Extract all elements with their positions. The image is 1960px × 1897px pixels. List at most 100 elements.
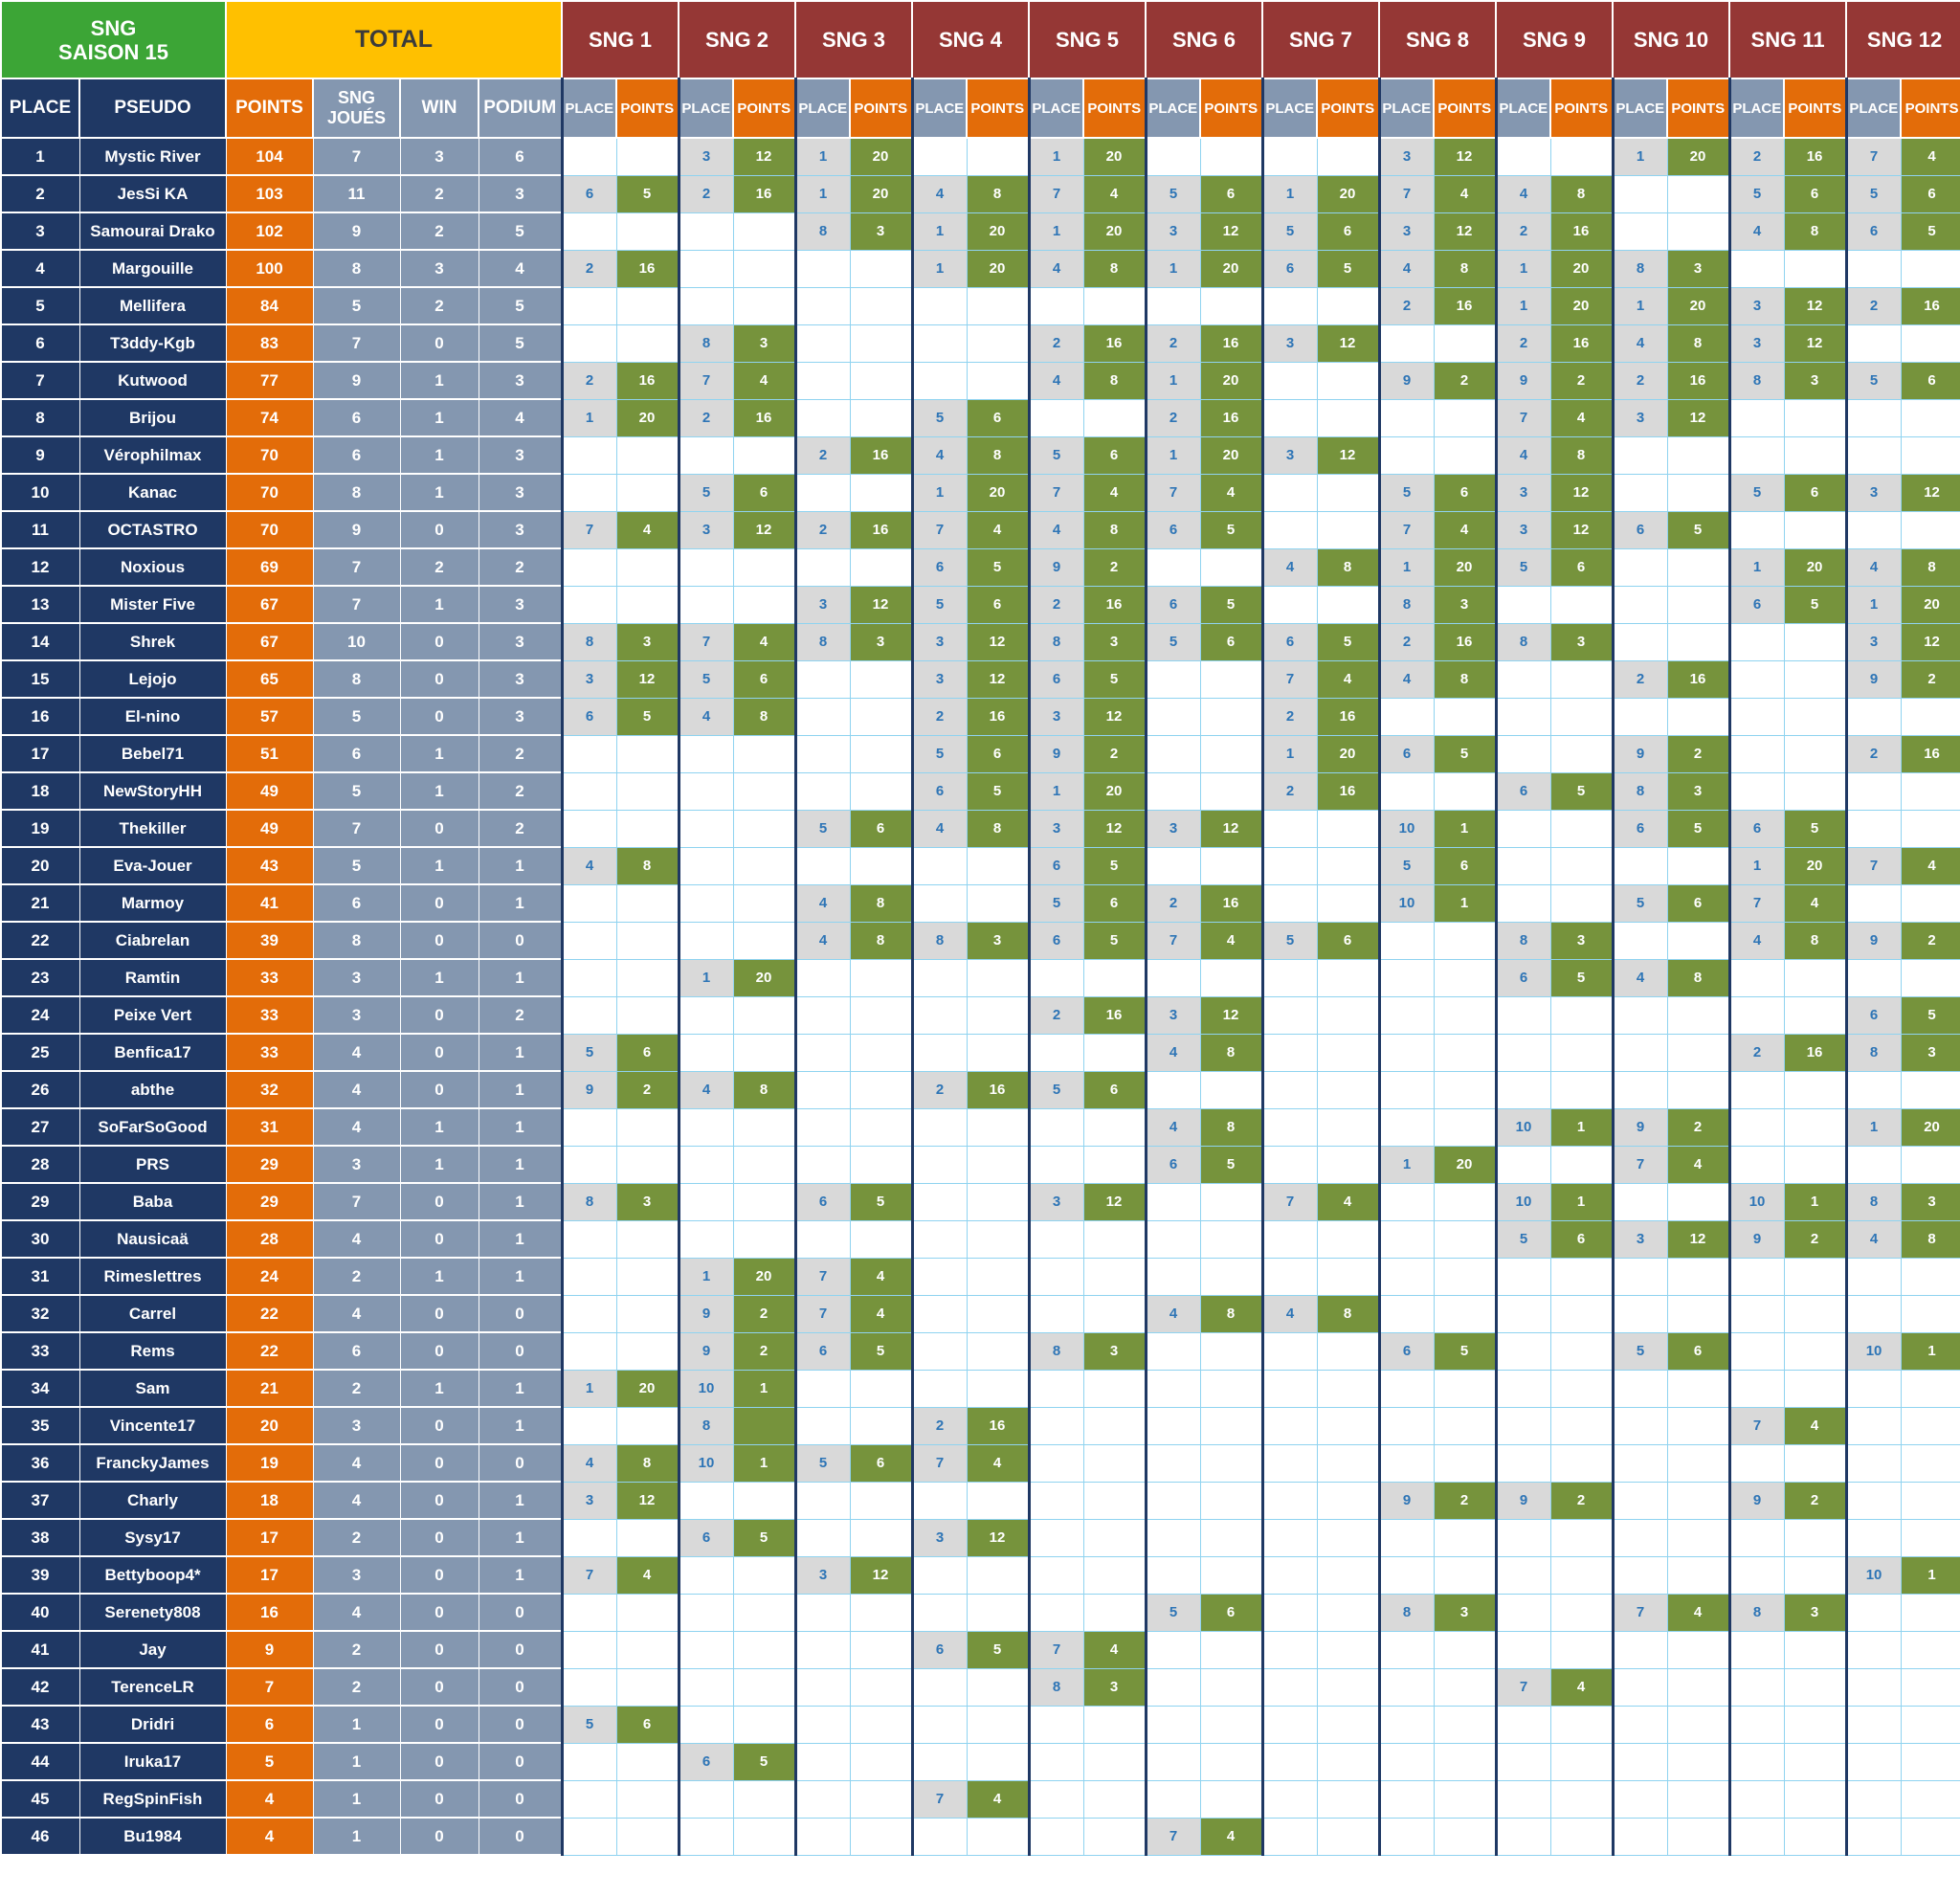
- table-row: 23 Ramtin 33 3 1 1 1 20 6 5 4 8: [0, 958, 1960, 997]
- game-9-place-cell: [1494, 1369, 1551, 1408]
- game-12-place-cell: 4: [1844, 547, 1902, 587]
- game-8-place-cell: [1377, 1555, 1435, 1595]
- game-11-points-cell: [1783, 1107, 1847, 1147]
- game-9-points-cell: [1549, 1705, 1614, 1744]
- game-9-points-cell: [1549, 585, 1614, 624]
- game-1-points-cell: [615, 212, 679, 251]
- game-2-place-cell: [677, 1555, 734, 1595]
- game-6-points-cell: [1199, 1331, 1263, 1371]
- game-9-place-cell: [1494, 697, 1551, 736]
- wins-cell: 1: [399, 473, 479, 512]
- game-8-place-cell: [1377, 1518, 1435, 1557]
- game-11-points-cell: 1: [1783, 1182, 1847, 1221]
- game-2-points-cell: [732, 883, 796, 923]
- game-2-place-cell: [677, 771, 734, 811]
- game-7-place-cell: 7: [1260, 659, 1318, 699]
- game-12-place-cell: [1844, 697, 1902, 736]
- col-win-header: WIN: [399, 78, 479, 139]
- col-sng-joues-line2: JOUÉS: [326, 108, 387, 127]
- game-9-points-cell: [1549, 1817, 1614, 1856]
- game-3-points-cell: 5: [849, 1331, 913, 1371]
- wins-cell: 0: [399, 1331, 479, 1371]
- game-6-place-cell: 4: [1144, 1033, 1201, 1072]
- game-7-place-cell: [1260, 398, 1318, 437]
- wins-cell: 1: [399, 771, 479, 811]
- game-6-points-cell: [1199, 1630, 1263, 1669]
- game-9-points-cell: 12: [1549, 473, 1614, 512]
- game-12-place-header: PLACE: [1844, 78, 1903, 139]
- game-5-points-cell: [1082, 1219, 1147, 1259]
- game-4-points-cell: 16: [966, 1406, 1030, 1445]
- game-11-place-cell: [1727, 1667, 1785, 1707]
- game-12-place-cell: [1844, 398, 1902, 437]
- player-name-cell: Bu1984: [78, 1817, 227, 1856]
- game-2-place-cell: 10: [677, 1369, 734, 1408]
- game-11-points-cell: 3: [1783, 361, 1847, 400]
- total-points-cell: 65: [225, 659, 314, 699]
- game-4-place-cell: [910, 286, 968, 325]
- game-5-place-cell: 1: [1027, 771, 1084, 811]
- game-header-12: SNG 12: [1845, 0, 1960, 79]
- game-9-place-cell: [1494, 585, 1551, 624]
- game-12-place-cell: [1844, 1667, 1902, 1707]
- total-points-cell: 74: [225, 398, 314, 437]
- game-5-points-cell: 20: [1082, 212, 1147, 251]
- game-6-points-cell: 16: [1199, 324, 1263, 363]
- podiums-cell: 1: [478, 883, 563, 923]
- games-played-cell: 7: [312, 585, 401, 624]
- game-6-points-cell: 6: [1199, 174, 1263, 213]
- game-2-place-cell: [677, 1182, 734, 1221]
- game-2-points-cell: [732, 1817, 796, 1856]
- player-name-cell: Vérophilmax: [78, 435, 227, 475]
- game-2-place-cell: 3: [677, 510, 734, 549]
- game-3-points-cell: [849, 1705, 913, 1744]
- game-1-points-cell: 12: [615, 1481, 679, 1520]
- game-12-place-cell: [1844, 1481, 1902, 1520]
- game-7-place-cell: 6: [1260, 622, 1318, 661]
- game-3-points-cell: [849, 1593, 913, 1632]
- game-6-place-cell: 7: [1144, 473, 1201, 512]
- game-3-place-cell: [793, 1593, 851, 1632]
- game-4-points-cell: [966, 1107, 1030, 1147]
- game-8-place-cell: 8: [1377, 585, 1435, 624]
- game-2-place-cell: [677, 249, 734, 288]
- game-11-points-cell: [1783, 1555, 1847, 1595]
- game-7-place-cell: [1260, 1817, 1318, 1856]
- game-11-place-cell: [1727, 958, 1785, 997]
- table-row: 4 Margouille 100 8 3 4 2 16 1 20 4 8 1 20 6 5 4 8 1 20 8 3: [0, 249, 1960, 288]
- game-5-place-cell: [1027, 1369, 1084, 1408]
- table-row: 13 Mister Five 67 7 1 3 3 12 5 6 2 16 6 5 8 3 6 5 1 20: [0, 585, 1960, 624]
- game-8-points-cell: [1433, 1219, 1497, 1259]
- game-12-points-cell: 5: [1900, 995, 1960, 1035]
- game-1-place-cell: 6: [560, 697, 617, 736]
- total-points-cell: 41: [225, 883, 314, 923]
- game-7-points-cell: [1316, 1630, 1380, 1669]
- game-5-place-cell: [1027, 1257, 1084, 1296]
- table-row: 44 Iruka17 5 1 0 0 6 5: [0, 1742, 1960, 1781]
- podiums-cell: 3: [478, 435, 563, 475]
- game-header-11: SNG 11: [1728, 0, 1848, 79]
- game-5-place-cell: 6: [1027, 659, 1084, 699]
- game-6-place-cell: [1144, 1742, 1201, 1781]
- standings-rows: 1 Mystic River 104 7 3 6 3 12 1 20 1 20 3 12 1 20 2 16 7 4 2…: [0, 137, 1960, 1856]
- game-12-points-cell: 20: [1900, 1107, 1960, 1147]
- game-7-points-cell: [1316, 1443, 1380, 1483]
- game-6-points-cell: [1199, 1555, 1263, 1595]
- game-1-points-cell: [615, 1518, 679, 1557]
- wins-cell: 0: [399, 697, 479, 736]
- table-row: 30 Nausicaä 28 4 0 1 5 6 3 12 9 2 4 8: [0, 1219, 1960, 1259]
- games-played-cell: 6: [312, 435, 401, 475]
- game-3-points-cell: [849, 1779, 913, 1819]
- game-2-points-cell: 6: [732, 473, 796, 512]
- game-11-place-cell: [1727, 510, 1785, 549]
- player-name-cell: Kanac: [78, 473, 227, 512]
- game-9-points-cell: 2: [1549, 1481, 1614, 1520]
- game-3-place-cell: 8: [793, 212, 851, 251]
- game-1-points-cell: 6: [615, 1033, 679, 1072]
- game-10-points-cell: 2: [1666, 1107, 1730, 1147]
- game-3-place-cell: 7: [793, 1294, 851, 1333]
- game-2-place-cell: 4: [677, 697, 734, 736]
- game-8-points-cell: [1433, 1518, 1497, 1557]
- game-12-points-cell: [1900, 1817, 1960, 1856]
- game-5-place-cell: 8: [1027, 622, 1084, 661]
